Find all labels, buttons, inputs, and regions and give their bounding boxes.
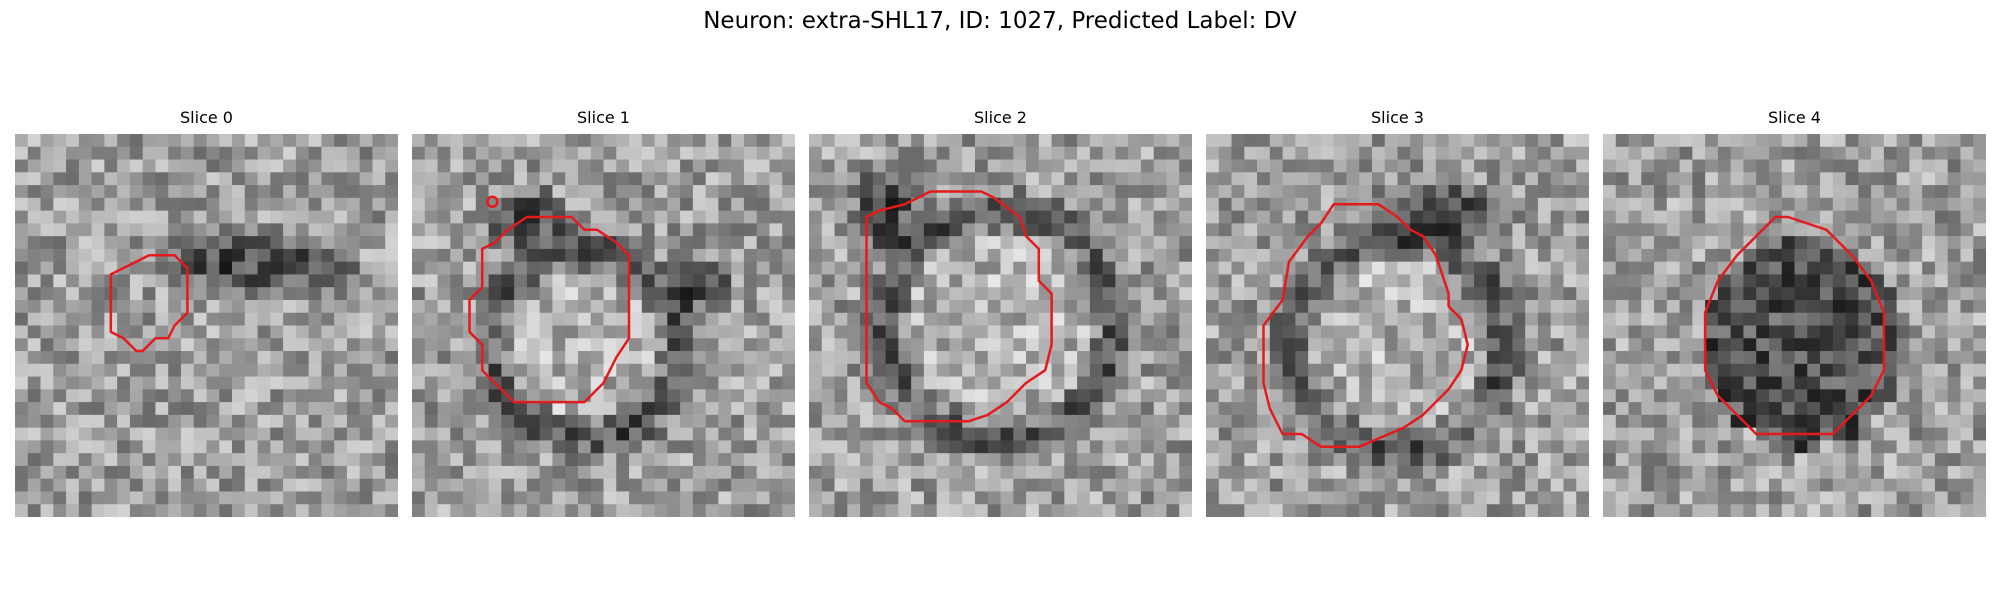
slice-title-2: Slice 2	[974, 108, 1027, 127]
pixel-grid	[1206, 134, 1589, 517]
segmentation-contour	[1703, 215, 1886, 436]
figure-title: Neuron: extra-SHL17, ID: 1027, Predicted…	[703, 8, 1297, 34]
pixel-grid	[412, 134, 795, 517]
slice-panel-0: Slice 0	[15, 108, 398, 517]
segmentation-contour	[109, 254, 189, 353]
slice-image-0	[15, 134, 398, 517]
slice-title-1: Slice 1	[577, 108, 630, 127]
pixel-grid	[809, 134, 1192, 517]
segmentation-contour	[468, 215, 631, 404]
slice-panel-2: Slice 2	[809, 108, 1192, 517]
segmentation-contour	[1262, 202, 1469, 449]
slice-panel-3: Slice 3	[1206, 108, 1589, 517]
slice-title-3: Slice 3	[1371, 108, 1424, 127]
segmentation-contour-small	[486, 195, 499, 208]
pixel-grid	[15, 134, 398, 517]
slice-title-0: Slice 0	[180, 108, 233, 127]
slice-title-4: Slice 4	[1768, 108, 1821, 127]
slice-image-3	[1206, 134, 1589, 517]
slice-panel-1: Slice 1	[412, 108, 795, 517]
segmentation-contour	[865, 190, 1053, 423]
pixel-grid	[1603, 134, 1986, 517]
slice-image-1	[412, 134, 795, 517]
slice-panel-4: Slice 4	[1603, 108, 1986, 517]
slice-image-2	[809, 134, 1192, 517]
slice-image-4	[1603, 134, 1986, 517]
